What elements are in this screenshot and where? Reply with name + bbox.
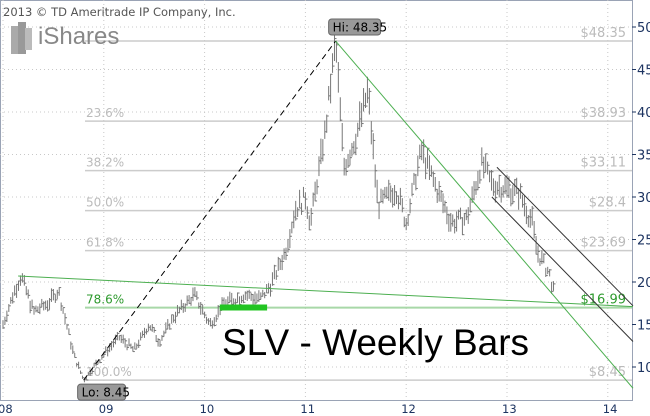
support-zone	[219, 304, 268, 311]
y-tick-label: 45	[637, 64, 650, 79]
fib-percent-label: 38.2%	[86, 156, 124, 170]
fib-percent-label: 23.6%	[86, 106, 124, 120]
y-tick-label: 30	[637, 191, 650, 206]
x-tick-label: 14	[603, 402, 618, 416]
y-tick-label: 15	[637, 319, 650, 334]
x-tick-label: 11	[300, 402, 315, 416]
trendline	[491, 196, 634, 342]
hi-label: Hi: 48.35	[333, 21, 388, 35]
trendline	[18, 275, 634, 308]
x-tick-label: 10	[200, 402, 215, 416]
fib-price-label: $16.99	[581, 293, 627, 308]
y-tick-label: 40	[637, 106, 650, 121]
y-tick-label: 10	[637, 361, 650, 376]
fib-price-label: $48.35	[581, 26, 627, 41]
y-tick-label: 35	[637, 149, 650, 164]
lo-label: Lo: 8.45	[82, 386, 130, 400]
copyright-text: 2013 © TD Ameritrade IP Company, Inc.	[3, 5, 236, 19]
fib-percent-label: 78.6%	[86, 293, 124, 307]
fib-percent-label: 61.8%	[86, 236, 124, 250]
plot-frame	[0, 0, 633, 401]
y-tick-label: 20	[637, 276, 650, 291]
fib-percent-label: 100.0%	[86, 365, 132, 379]
ishares-logo: iShares	[8, 20, 138, 56]
trendline	[83, 40, 337, 381]
hi-label-box	[328, 18, 382, 36]
fib-price-label: $23.69	[581, 236, 627, 251]
lo-label-box	[77, 383, 127, 401]
fib-price-label: $38.93	[581, 106, 627, 121]
fib-price-label: $28.4	[589, 196, 626, 211]
logo-mark-icon	[11, 22, 32, 54]
trendline	[335, 40, 634, 389]
x-tick-label: 12	[401, 402, 416, 416]
fib-percent-label: 50.0%	[86, 196, 124, 210]
fib-price-label: $33.11	[581, 156, 627, 171]
fib-price-label: $8.45	[589, 365, 626, 380]
chart-title: SLV - Weekly Bars	[222, 322, 530, 363]
x-tick-label: 08	[0, 402, 13, 416]
x-tick-label: 09	[99, 402, 114, 416]
trendline	[496, 166, 634, 307]
x-tick-label: 13	[502, 402, 517, 416]
y-tick-label: 50	[637, 21, 650, 36]
logo-text: iShares	[38, 23, 120, 50]
y-tick-label: 25	[637, 234, 650, 249]
